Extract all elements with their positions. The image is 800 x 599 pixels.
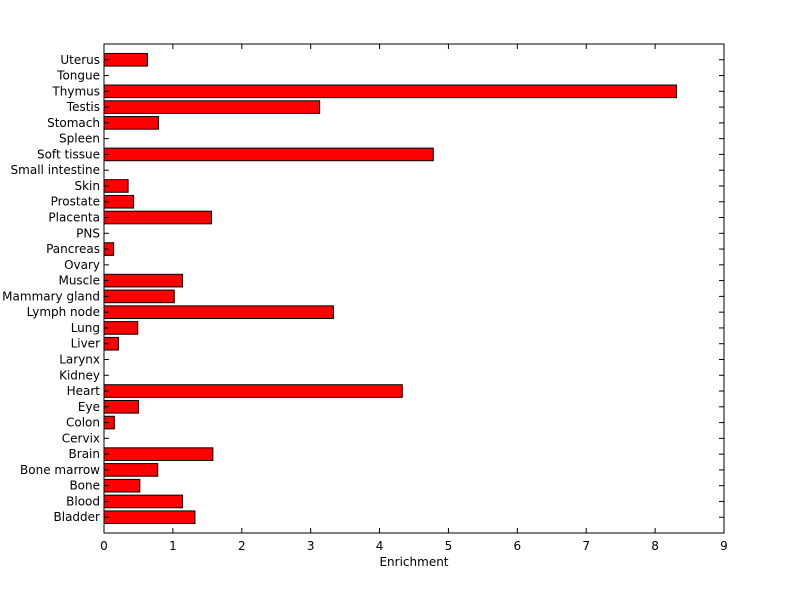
bar-bladder: [103, 510, 196, 525]
x-tick-label: 6: [514, 539, 522, 553]
bar-placenta: [103, 210, 212, 225]
y-tick-label: Placenta: [48, 211, 100, 225]
x-tick-label: 4: [376, 539, 384, 553]
bars: [103, 52, 677, 525]
y-tick-label: Bone: [69, 479, 100, 493]
y-tick-label: Testis: [66, 100, 100, 114]
bar-brain: [103, 447, 214, 461]
y-tick-label: Stomach: [47, 116, 100, 130]
bar-uterus: [103, 52, 148, 67]
x-axis-label: Enrichment: [379, 555, 448, 569]
x-tick-label: 3: [307, 539, 315, 553]
y-tick-label: Blood: [66, 494, 100, 508]
ticks: [103, 44, 725, 533]
x-tick-labels: 0 1 2 3 4 5 6 7 8 9: [100, 539, 728, 553]
y-tick-label: Skin: [74, 179, 100, 193]
y-tick-label: Colon: [66, 416, 100, 430]
y-tick-label: Small intestine: [11, 163, 100, 177]
x-tick-label: 0: [100, 539, 108, 553]
y-tick-label: PNS: [76, 226, 100, 240]
y-tick-label: Muscle: [58, 274, 100, 288]
bar-muscle: [103, 273, 184, 288]
y-tick-label: Heart: [67, 384, 101, 398]
y-tick-label: Kidney: [59, 368, 100, 382]
y-tick-label: Larynx: [59, 352, 100, 366]
bar-mammary-gland: [103, 289, 175, 304]
bar-thymus: [103, 84, 677, 99]
y-tick-label: Prostate: [51, 195, 100, 209]
x-tick-label: 8: [651, 539, 659, 553]
bar-lymph-node: [103, 305, 334, 319]
x-tick-label: 9: [720, 539, 728, 553]
y-tick-label: Ovary: [64, 258, 100, 272]
y-tick-label: Bladder: [54, 510, 101, 524]
y-tick-label: Spleen: [59, 132, 100, 146]
bar-lung: [103, 321, 139, 335]
y-tick-label: Lung: [71, 321, 100, 335]
y-tick-label: Liver: [71, 337, 101, 351]
bar-bone-marrow: [103, 463, 159, 477]
bar-blood: [103, 494, 184, 509]
y-tick-label: Bone marrow: [20, 463, 100, 477]
axes-box: [103, 43, 725, 534]
y-tick-label: Mammary gland: [2, 289, 100, 303]
y-tick-label: Lymph node: [27, 305, 100, 319]
bar-heart: [103, 384, 403, 398]
y-tick-label: Tongue: [56, 69, 100, 83]
y-tick-label: Eye: [78, 400, 100, 414]
bar-bone: [103, 478, 141, 493]
y-tick-label: Pancreas: [46, 242, 100, 256]
x-tick-label: 1: [169, 539, 177, 553]
bar-eye: [103, 399, 139, 414]
y-tick-label: Brain: [69, 447, 100, 461]
bar-testis: [103, 100, 321, 114]
x-tick-label: 5: [445, 539, 453, 553]
bar-soft-tissue: [103, 147, 434, 162]
x-tick-label: 2: [238, 539, 246, 553]
y-tick-label: Cervix: [62, 431, 100, 445]
y-tick-label: Uterus: [60, 53, 100, 67]
bar-stomach: [103, 116, 159, 130]
x-tick-label: 7: [582, 539, 590, 553]
y-tick-label: Soft tissue: [37, 147, 100, 161]
y-tick-label: Thymus: [51, 84, 100, 98]
